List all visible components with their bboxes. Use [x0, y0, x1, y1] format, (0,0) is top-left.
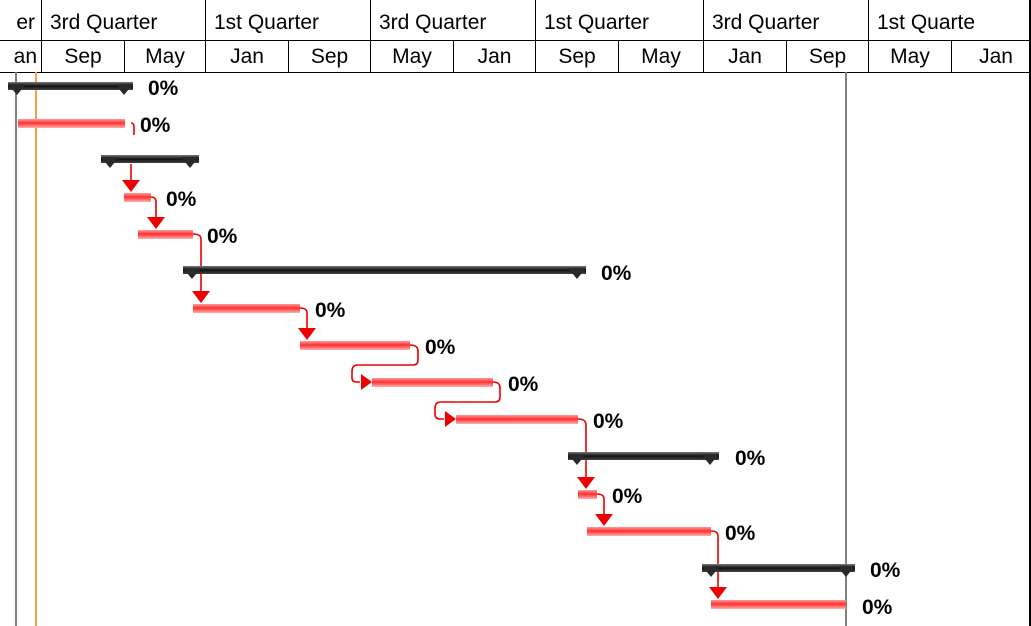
timescale-bottom-cell: Sep: [786, 41, 868, 72]
timescale-top-cell: 1st Quarte: [868, 0, 1031, 40]
percent-complete-label: 0%: [207, 225, 238, 248]
timescale-bottom-cell: Sep: [288, 41, 370, 72]
summary-end-cap: [115, 84, 133, 95]
link-arrow: [122, 180, 140, 192]
timescale-top-cell: 1st Quarter: [205, 0, 370, 40]
dependency-link: [192, 233, 202, 296]
dependency-link: [150, 196, 157, 222]
timescale-bottom-cell: Jan: [703, 41, 786, 72]
summary-bar: [101, 155, 199, 163]
task-bar: [193, 304, 300, 313]
task-bar: [587, 527, 711, 536]
dependency-link: [577, 418, 587, 482]
timescale-bottom-cell: May: [868, 41, 951, 72]
percent-complete-label: 0%: [725, 522, 756, 545]
dependency-link: [351, 344, 419, 383]
summary-start-cap: [101, 157, 119, 168]
timescale-top-cell: 3rd Quarter: [703, 0, 868, 40]
summary-bar: [8, 82, 133, 90]
task-bar: [300, 341, 410, 350]
dependency-link: [596, 493, 605, 519]
timescale-bottom-cell: May: [370, 41, 453, 72]
link-arrow: [595, 514, 613, 526]
timescale-bottom-cell: Jan: [453, 41, 535, 72]
timescale-top-cell: 3rd Quarter: [41, 0, 205, 40]
task-bar: [711, 600, 846, 609]
task-bar: [18, 119, 125, 128]
timescale-bottom-cell: May: [124, 41, 205, 72]
percent-complete-label: 0%: [612, 485, 643, 508]
dependency-link: [710, 530, 719, 592]
summary-bar: [568, 452, 719, 460]
timescale-bottom-cell: Sep: [41, 41, 124, 72]
link-arrow: [361, 374, 372, 390]
dependency-link: [130, 122, 135, 135]
percent-complete-label: 0%: [593, 410, 624, 433]
percent-complete-label: 0%: [140, 114, 171, 137]
dependency-link: [299, 307, 308, 333]
summary-start-cap: [568, 454, 586, 465]
summary-bar: [702, 564, 855, 572]
link-arrow: [709, 587, 727, 599]
link-arrow: [577, 477, 595, 489]
percent-complete-label: 0%: [425, 336, 456, 359]
summary-start-cap: [183, 268, 201, 279]
dependency-link: [434, 381, 501, 420]
task-bar: [578, 490, 597, 499]
timescale-bottom-cell: an: [0, 41, 41, 72]
link-arrow: [147, 217, 165, 229]
percent-complete-label: 0%: [601, 262, 632, 285]
percent-complete-label: 0%: [508, 373, 539, 396]
summary-end-cap: [568, 268, 586, 279]
summary-end-cap: [837, 566, 855, 577]
percent-complete-label: 0%: [870, 559, 901, 582]
timescale-bottom-cell: Jan: [205, 41, 288, 72]
task-bar: [138, 230, 193, 239]
summary-bar: [183, 266, 586, 274]
timescale-top-cell: 1st Quarter: [535, 0, 703, 40]
timescale-bottom-cell: Sep: [535, 41, 618, 72]
link-arrow: [298, 328, 316, 340]
summary-end-cap: [701, 454, 719, 465]
percent-complete-label: 0%: [148, 77, 179, 100]
summary-start-cap: [702, 566, 720, 577]
timescale-bottom-cell: May: [618, 41, 703, 72]
summary-end-cap: [181, 157, 199, 168]
percent-complete-label: 0%: [862, 596, 893, 619]
task-bar: [124, 193, 151, 202]
timescale-top-cell: 3rd Quarter: [370, 0, 535, 40]
percent-complete-label: 0%: [166, 188, 197, 211]
task-bar: [456, 415, 578, 424]
percent-complete-label: 0%: [735, 447, 766, 470]
task-bar: [372, 378, 493, 387]
percent-complete-label: 0%: [315, 299, 346, 322]
timescale-bottom-cell: Jan: [951, 41, 1031, 72]
link-arrow: [192, 291, 210, 303]
timescale-top-tier: er 3rd Quarter 1st Quarter 3rd Quarter 1st Q…: [0, 0, 1031, 41]
summary-start-cap: [8, 84, 26, 95]
timescale-top-cell: er: [0, 0, 41, 40]
timescale-bottom-tier: an Sep May Jan Sep May Jan Sep May Jan Sep May Jan: [0, 41, 1031, 73]
link-arrow: [445, 411, 456, 427]
